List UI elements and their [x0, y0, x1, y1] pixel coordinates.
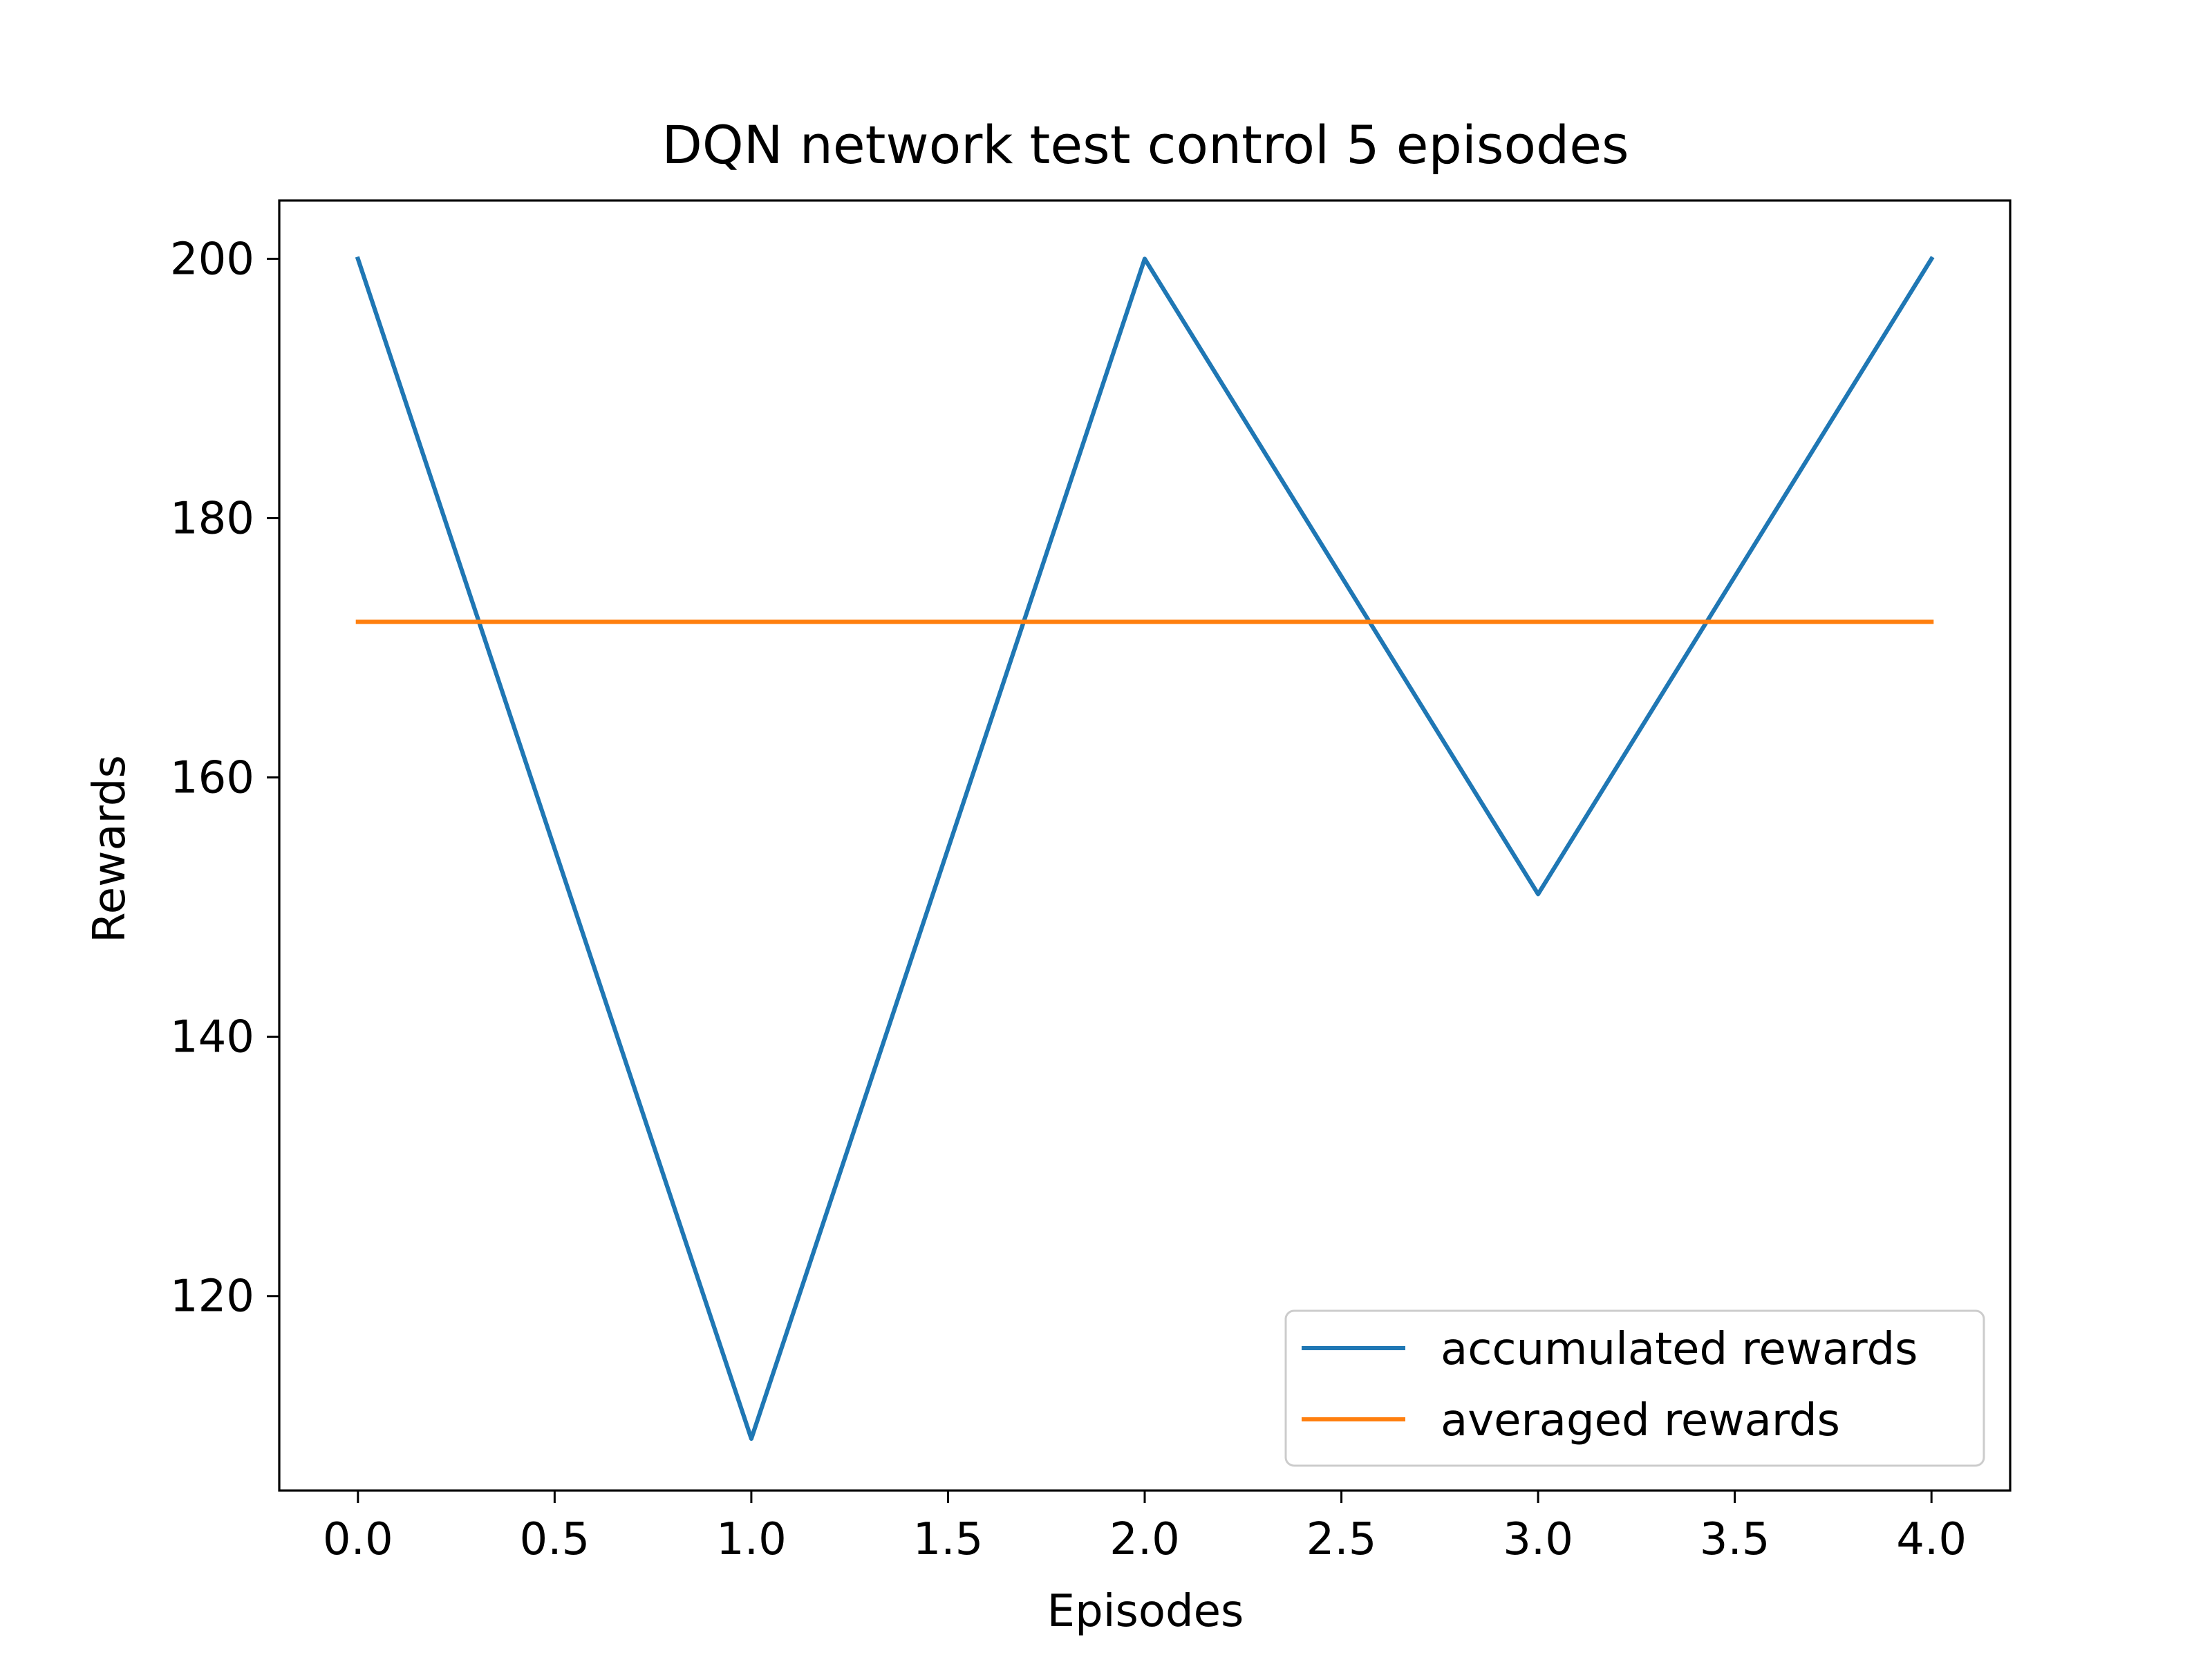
x-tick-label: 3.5 — [1700, 1514, 1770, 1565]
y-tick-label: 160 — [170, 753, 254, 804]
x-tick-label: 0.5 — [519, 1514, 590, 1565]
axis-ticks: 0.0 0.5 1.0 1.5 2.0 2.5 3.0 3.5 4.0 120 140 160 180 2… — [170, 234, 1967, 1565]
y-axis-label: Rewards — [84, 755, 135, 943]
legend-frame — [1284, 1309, 1985, 1467]
x-tick-label: 1.0 — [716, 1514, 787, 1565]
x-tick-label: 2.5 — [1306, 1514, 1377, 1565]
legend-label-averaged: averaged rewards — [1441, 1395, 1840, 1446]
y-tick-label: 140 — [170, 1012, 254, 1063]
legend-label-accumulated: accumulated rewards — [1441, 1324, 1918, 1375]
series-line-accumulated-rewards — [355, 256, 1935, 1441]
legend: accumulated rewards averaged rewards — [1284, 1309, 1985, 1467]
x-tick-label: 1.5 — [913, 1514, 984, 1565]
x-tick-label: 3.0 — [1503, 1514, 1573, 1565]
x-tick-label: 4.0 — [1896, 1514, 1967, 1565]
x-tick-label: 2.0 — [1109, 1514, 1180, 1565]
x-tick-label: 0.0 — [323, 1514, 393, 1565]
y-tick-label: 180 — [170, 493, 254, 544]
y-tick-label: 200 — [170, 234, 254, 285]
y-tick-label: 120 — [170, 1271, 254, 1323]
plot-series — [355, 256, 1935, 1441]
chart-title: DQN network test control 5 episodes — [662, 114, 1629, 176]
plot-frame — [278, 199, 2012, 1492]
x-axis-label: Episodes — [1047, 1586, 1244, 1637]
